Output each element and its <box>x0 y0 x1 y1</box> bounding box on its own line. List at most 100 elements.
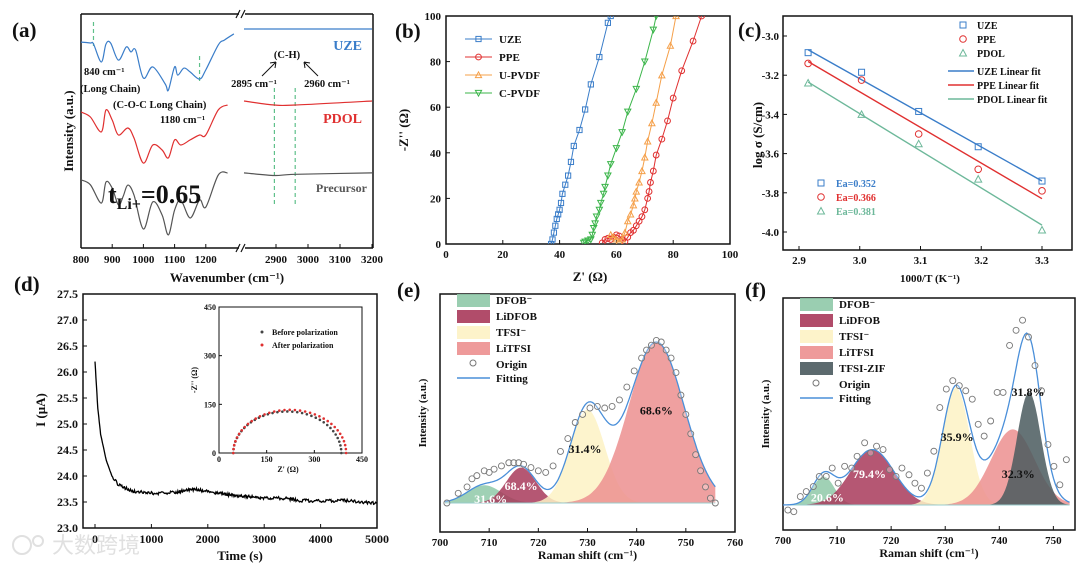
origin-data-point <box>579 411 587 418</box>
y-tick-label: -3.6 <box>762 149 780 161</box>
origin-data-point <box>892 472 900 480</box>
data-point-c-pvdf <box>640 58 649 66</box>
origin-data-point <box>828 464 836 472</box>
arrow-icon <box>261 61 277 77</box>
impedance-point-after <box>283 408 286 412</box>
percentage-label: 68.4% <box>505 479 538 493</box>
data-point-u-pvdf <box>615 237 623 244</box>
data-point-uze <box>587 81 594 88</box>
origin-data-point <box>485 468 493 476</box>
data-point-c-pvdf <box>653 16 659 21</box>
x-tick-label: 300 <box>308 455 320 464</box>
impedance-point-after <box>250 419 254 423</box>
plot-frame <box>445 15 731 245</box>
legend-label: Origin <box>839 379 870 391</box>
impedance-point-before <box>314 416 318 419</box>
series-label: UZE <box>333 39 362 54</box>
data-point-u-pvdf <box>638 166 646 175</box>
x-tick-label: 3200 <box>361 254 384 266</box>
plot-area <box>94 361 377 506</box>
legend-label: TFSI⁻ <box>839 331 869 343</box>
origin-data-point <box>848 464 856 472</box>
origin-data-point <box>711 499 719 507</box>
origin-data-point <box>510 459 518 467</box>
peak-area-lidfob <box>444 467 716 503</box>
data-point-c-pvdf <box>589 224 598 233</box>
impedance-point-before <box>331 429 335 433</box>
impedance-point-after <box>235 436 239 439</box>
data-point-c-pvdf <box>579 239 588 244</box>
origin-data-point <box>549 462 557 470</box>
impedance-point-after <box>240 428 244 432</box>
y-tick-label: -4.0 <box>762 227 780 239</box>
origin-data-point <box>1012 326 1020 334</box>
series-line-uze <box>550 16 612 244</box>
legend-label: DFOB⁻ <box>496 295 533 307</box>
peak-annotation: (C-O-C Long Chain) <box>113 100 207 111</box>
x-tick-label: 0 <box>92 532 98 546</box>
peak-annotation: 840 cm⁻¹ <box>84 67 124 78</box>
x-tick-label: 730 <box>579 537 596 549</box>
fit-line-ppe <box>807 60 1043 200</box>
origin-data-point <box>802 488 810 496</box>
plot-frame <box>782 297 1076 531</box>
fit-line-uze <box>807 49 1043 182</box>
impedance-point-after <box>326 419 330 423</box>
origin-data-point <box>608 402 616 410</box>
y-tick-label: 80 <box>430 57 442 69</box>
x-tick-label: 2.9 <box>792 255 806 267</box>
y-tick-label: 0 <box>212 449 216 458</box>
data-point-uze <box>550 229 558 236</box>
inset-x-axis-label: Z' (Ω) <box>277 465 299 474</box>
legend-label: Origin <box>496 359 527 371</box>
data-point-u-pvdf <box>629 201 638 209</box>
impedance-point-after <box>343 443 347 447</box>
data-point-ppe <box>974 165 983 174</box>
legend-label: UZE <box>977 21 998 32</box>
origin-data-point <box>623 383 631 391</box>
panel-e-raman-fit: (e) 700 710 720 730 740 750 760 Raman shift (cm⁻… <box>397 278 744 562</box>
impedance-point-before <box>339 444 342 447</box>
origin-data-point <box>454 489 462 497</box>
origin-data-point <box>930 447 938 455</box>
arrow-icon <box>303 61 319 77</box>
spectrum-line-precursor <box>243 172 373 177</box>
impedance-point-after <box>237 432 241 436</box>
axis-break-mark <box>240 243 246 253</box>
origin-data-point <box>706 494 714 502</box>
data-point-c-pvdf <box>596 199 605 208</box>
data-point-uze <box>804 49 812 57</box>
fit-line-pdol <box>807 81 1043 226</box>
panel-a-ftir-spectra: (a) 800 900 1000 1100 1200 2900 3000 3100 3200 Wav… <box>12 9 384 285</box>
origin-data-point <box>677 391 685 399</box>
data-point-uze <box>552 222 559 229</box>
impedance-point-before <box>271 411 274 415</box>
origin-data-point <box>898 464 906 472</box>
x-tick-label: 3000 <box>252 532 276 546</box>
legend-label: U-PVDF <box>499 70 540 82</box>
percentage-label: 35.9% <box>941 430 974 444</box>
peak-area-tfsi <box>444 409 716 503</box>
legend-label: PDOL <box>977 49 1005 60</box>
origin-data-point <box>505 459 513 467</box>
data-point-ppe <box>669 94 677 102</box>
legend-marker-icon <box>816 206 826 215</box>
origin-data-point <box>911 479 919 487</box>
data-point-u-pvdf <box>632 187 641 195</box>
origin-data-point <box>1062 456 1070 464</box>
y-axis-label: I (μA) <box>33 393 48 427</box>
data-point-ppe <box>664 117 671 125</box>
data-point-uze <box>559 190 566 197</box>
origin-data-point <box>841 462 849 470</box>
data-point-uze <box>553 215 560 223</box>
percentage-label: 32.3% <box>1002 467 1035 481</box>
legend-label: PPE <box>499 52 520 64</box>
origin-data-point <box>962 387 970 395</box>
plot-area <box>783 316 1070 516</box>
plot-area <box>81 22 373 236</box>
x-axis-label: 1000/T (K⁻¹) <box>900 273 960 285</box>
t-subscript: Li+ <box>117 196 141 213</box>
data-point-uze <box>555 211 562 218</box>
impedance-point-before <box>339 447 343 451</box>
